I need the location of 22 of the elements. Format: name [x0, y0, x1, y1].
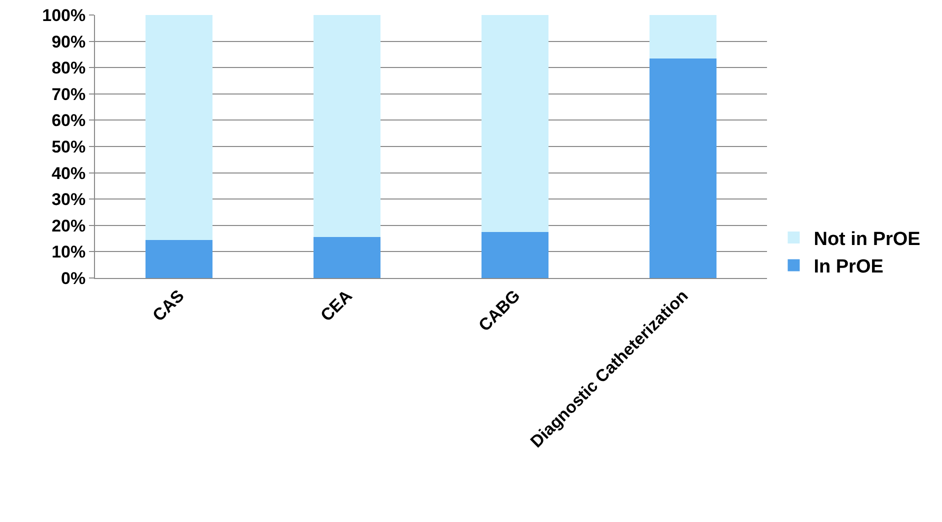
y-tick-label: 50%: [52, 137, 86, 156]
bar: [481, 232, 549, 278]
y-tick-label: 60%: [52, 111, 86, 130]
y-tick-label: 0%: [61, 268, 86, 288]
bar: [313, 15, 381, 238]
y-tick-label: 10%: [52, 242, 86, 262]
y-tick-label: 30%: [52, 190, 86, 210]
bar: [145, 240, 213, 278]
y-tick-label: 70%: [52, 84, 86, 104]
x-tick-label: CEA: [317, 286, 356, 326]
bar: [145, 15, 213, 240]
y-tick-label: 80%: [52, 58, 86, 78]
y-tick-label: 90%: [52, 32, 86, 52]
y-tick-label: 40%: [52, 164, 86, 183]
bar: [649, 15, 717, 58]
legend-label: Not in PrOE: [814, 228, 920, 250]
y-tick-label: 20%: [52, 216, 86, 236]
bar: [649, 58, 717, 278]
y-tick-label: 100%: [42, 6, 86, 25]
legend-label: In PrOE: [814, 256, 884, 278]
bar: [481, 15, 549, 232]
bar: [313, 237, 381, 278]
